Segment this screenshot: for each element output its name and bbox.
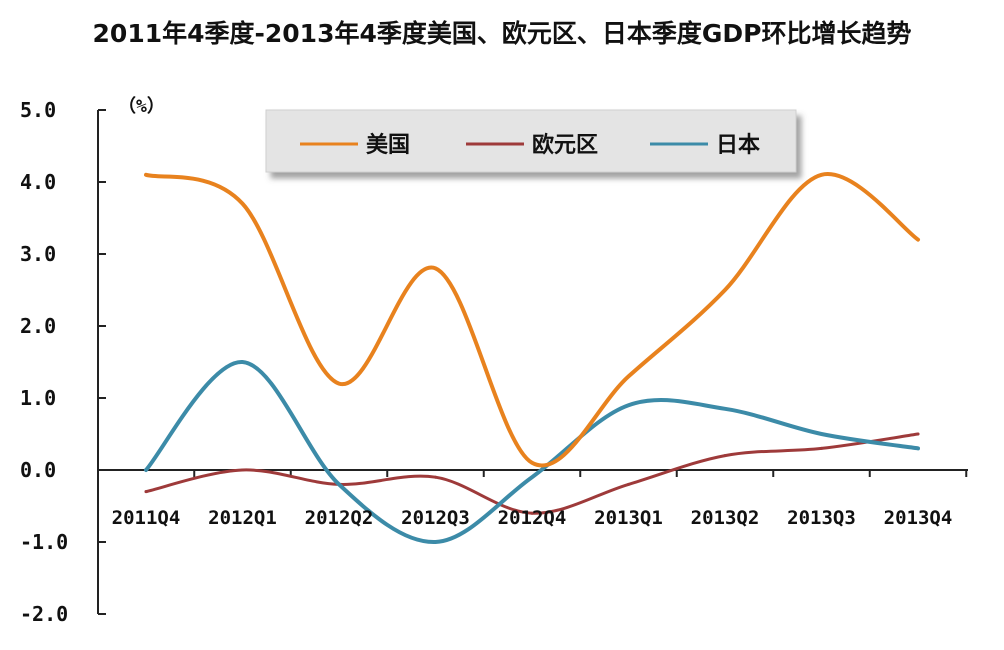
x-category-label: 2013Q1 bbox=[594, 507, 663, 529]
data-point-0-1 bbox=[241, 202, 244, 206]
series-line-2 bbox=[144, 359, 920, 545]
chart-title: 2011年4季度-2013年4季度美国、欧元区、日本季度GDP环比增长趋势 bbox=[92, 19, 912, 48]
series-line-0 bbox=[144, 172, 920, 468]
data-point-0-3 bbox=[434, 266, 437, 270]
y-tick-label: 4.0 bbox=[20, 170, 56, 194]
legend-label-2: 日本 bbox=[716, 133, 760, 158]
data-point-2-1 bbox=[241, 360, 244, 364]
data-point-2-7 bbox=[820, 432, 823, 436]
axes bbox=[97, 109, 968, 615]
data-point-0-2 bbox=[337, 382, 341, 386]
legend-label-1: 欧元区 bbox=[532, 132, 598, 158]
y-tick-label: 5.0 bbox=[20, 98, 56, 122]
y-tick-label: 2.0 bbox=[20, 314, 56, 338]
x-category-label: 2012Q1 bbox=[208, 507, 277, 529]
data-point-2-8 bbox=[916, 446, 920, 450]
data-point-1-7 bbox=[820, 446, 823, 450]
axis-labels: 5.0 4.0 3.0 2.0 1.0 0.0 -1.0 -2.0 （%） 2011Q4 2012Q… bbox=[20, 96, 952, 626]
data-point-1-8 bbox=[916, 432, 920, 436]
data-point-1-3 bbox=[434, 475, 437, 479]
data-point-1-6 bbox=[723, 454, 727, 458]
data-point-0-4 bbox=[530, 461, 534, 465]
data-point-2-2 bbox=[337, 482, 341, 486]
x-category-label: 2013Q4 bbox=[884, 507, 953, 529]
y-tick-label: 0.0 bbox=[20, 458, 56, 482]
y-tick-label: 3.0 bbox=[20, 242, 56, 266]
x-category-label: 2012Q2 bbox=[305, 507, 374, 529]
data-point-1-4 bbox=[530, 511, 534, 515]
data-point-1-1 bbox=[241, 468, 244, 472]
data-point-0-5 bbox=[627, 374, 630, 378]
series-line-1 bbox=[144, 432, 920, 515]
data-point-2-6 bbox=[723, 407, 727, 411]
x-category-label: 2011Q4 bbox=[112, 507, 181, 529]
legend-label-0: 美国 bbox=[366, 132, 410, 158]
y-tick-label: -2.0 bbox=[20, 602, 68, 626]
data-point-2-0 bbox=[144, 468, 148, 472]
x-category-label: 2012Q4 bbox=[498, 507, 567, 529]
legend: 美国 欧元区 日本 bbox=[265, 109, 797, 173]
y-tick-label: -1.0 bbox=[20, 530, 68, 554]
data-point-0-0 bbox=[144, 173, 148, 177]
data-point-0-8 bbox=[916, 238, 920, 242]
data-point-2-4 bbox=[530, 475, 534, 479]
data-point-0-6 bbox=[723, 288, 727, 292]
x-category-label: 2013Q2 bbox=[691, 507, 760, 529]
x-category-label: 2013Q3 bbox=[787, 507, 856, 529]
data-point-1-5 bbox=[627, 482, 630, 486]
x-category-label: 2012Q3 bbox=[401, 507, 470, 529]
data-point-0-7 bbox=[820, 173, 823, 177]
y-unit-label: （%） bbox=[118, 96, 165, 117]
data-point-2-5 bbox=[627, 403, 630, 407]
legend-box bbox=[265, 109, 797, 173]
y-tick-label: 1.0 bbox=[20, 386, 56, 410]
series-lines bbox=[144, 172, 920, 545]
data-point-2-3 bbox=[434, 540, 437, 544]
data-point-1-0 bbox=[144, 490, 148, 494]
